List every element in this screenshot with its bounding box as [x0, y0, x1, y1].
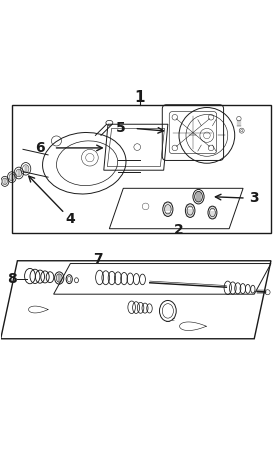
Text: 8: 8	[7, 272, 17, 287]
Bar	[12, 105, 271, 233]
Text: 5: 5	[116, 121, 125, 135]
Text: 6: 6	[35, 141, 45, 155]
Text: 2: 2	[174, 223, 184, 237]
Text: 1: 1	[135, 90, 145, 105]
Text: 7: 7	[94, 252, 103, 266]
Text: 3: 3	[249, 191, 259, 205]
Text: 4: 4	[66, 212, 75, 226]
Text: c: c	[172, 317, 175, 322]
